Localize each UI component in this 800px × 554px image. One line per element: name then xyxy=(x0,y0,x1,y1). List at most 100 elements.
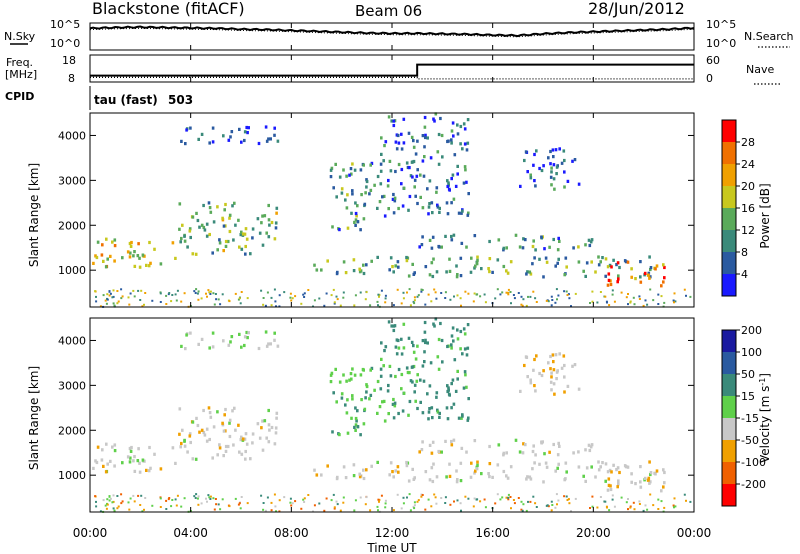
velocity-cell xyxy=(521,509,524,512)
power-cell xyxy=(270,220,274,225)
power-cell xyxy=(365,179,369,184)
velocity-cell xyxy=(203,433,207,437)
velocity-cell xyxy=(197,342,200,346)
power-cell xyxy=(447,181,450,185)
velocity-cell xyxy=(129,456,132,460)
power-cell xyxy=(208,206,212,210)
power-cell xyxy=(112,289,115,292)
power-cell xyxy=(532,290,535,293)
power-cell xyxy=(444,234,447,238)
velocity-cell xyxy=(189,440,192,445)
velocity-cell xyxy=(153,452,156,456)
power-cell xyxy=(362,217,366,221)
power-cell xyxy=(649,288,652,291)
power-cell xyxy=(413,178,417,182)
freq-label-line2: [MHz] xyxy=(5,68,37,81)
power-cell xyxy=(283,291,286,294)
power-cell xyxy=(437,244,440,249)
velocity-cell xyxy=(132,459,135,463)
power-cell xyxy=(461,147,464,151)
velocity-cell xyxy=(616,466,620,470)
velocity-cell xyxy=(354,406,357,410)
power-cell xyxy=(400,167,404,172)
velocity-cell xyxy=(557,462,560,466)
power-cell xyxy=(553,187,556,191)
power-cell xyxy=(339,304,342,307)
power-cell xyxy=(524,150,528,154)
power-cell xyxy=(228,229,232,234)
velocity-cell xyxy=(200,502,203,505)
power-cell xyxy=(448,257,451,261)
velocity-cell xyxy=(505,451,508,455)
power-cell xyxy=(273,237,277,241)
power-cell xyxy=(234,292,237,295)
velocity-cell xyxy=(215,503,218,506)
power-cell xyxy=(587,238,591,242)
velocity-cell xyxy=(137,494,140,497)
power-cell xyxy=(510,302,512,305)
power-cell xyxy=(512,294,515,296)
velocity-cell xyxy=(538,371,541,376)
velocity-cell xyxy=(402,502,405,505)
velocity-cell xyxy=(520,508,523,511)
velocity-cell xyxy=(601,461,604,465)
power-cell xyxy=(660,284,663,288)
velocity-cell xyxy=(554,506,557,509)
velocity-cell xyxy=(96,445,100,449)
velocity-cell xyxy=(444,502,447,504)
velocity-cell xyxy=(384,499,387,502)
velocity-cbar-tick-label: 50 xyxy=(741,368,755,381)
velocity-cell xyxy=(278,510,281,513)
power-cell xyxy=(391,265,394,269)
velocity-cell xyxy=(611,494,614,497)
power-cell xyxy=(359,291,362,294)
velocity-cell xyxy=(159,506,162,508)
velocity-cell xyxy=(466,418,470,422)
power-cell xyxy=(231,204,234,208)
power-cell xyxy=(479,295,482,298)
power-cell xyxy=(565,290,568,293)
power-cell xyxy=(604,257,608,261)
velocity-cell xyxy=(393,401,397,405)
power-cell xyxy=(351,162,354,166)
power-cell xyxy=(329,175,333,179)
velocity-cell xyxy=(451,326,455,330)
velocity-cell xyxy=(113,443,117,447)
velocity-cell xyxy=(402,496,405,499)
velocity-cell xyxy=(509,465,513,469)
velocity-cell xyxy=(556,453,560,457)
power-cell xyxy=(208,232,211,237)
velocity-cell xyxy=(409,379,413,383)
power-cell xyxy=(610,265,613,269)
power-cell xyxy=(550,166,553,170)
power-cell xyxy=(268,223,271,227)
velocity-cell xyxy=(191,420,195,424)
velocity-cell xyxy=(216,453,219,457)
power-cell xyxy=(427,212,430,216)
power-cell xyxy=(108,290,111,293)
power-cell xyxy=(200,223,204,227)
power-cell xyxy=(265,139,269,143)
power-cell xyxy=(533,179,536,183)
velocity-cell xyxy=(247,331,250,335)
power-cell xyxy=(545,260,549,264)
velocity-cbar-swatch xyxy=(722,352,736,374)
power-cell xyxy=(413,185,416,189)
velocity-cell xyxy=(450,439,453,444)
velocity-cell xyxy=(130,445,133,450)
velocity-cell xyxy=(558,444,561,448)
power-cell xyxy=(608,263,612,267)
power-cell xyxy=(352,258,356,262)
velocity-cell xyxy=(591,505,594,508)
power-cell xyxy=(218,238,221,242)
power-cell xyxy=(465,148,469,152)
velocity-cell xyxy=(352,474,356,478)
power-cell xyxy=(617,274,620,278)
velocity-cell xyxy=(473,471,476,475)
power-cell xyxy=(629,301,632,304)
velocity-cell xyxy=(529,381,533,385)
velocity-cell xyxy=(331,430,334,434)
power-cell xyxy=(334,162,337,166)
power-cell xyxy=(525,272,528,276)
velocity-cell xyxy=(376,505,379,508)
